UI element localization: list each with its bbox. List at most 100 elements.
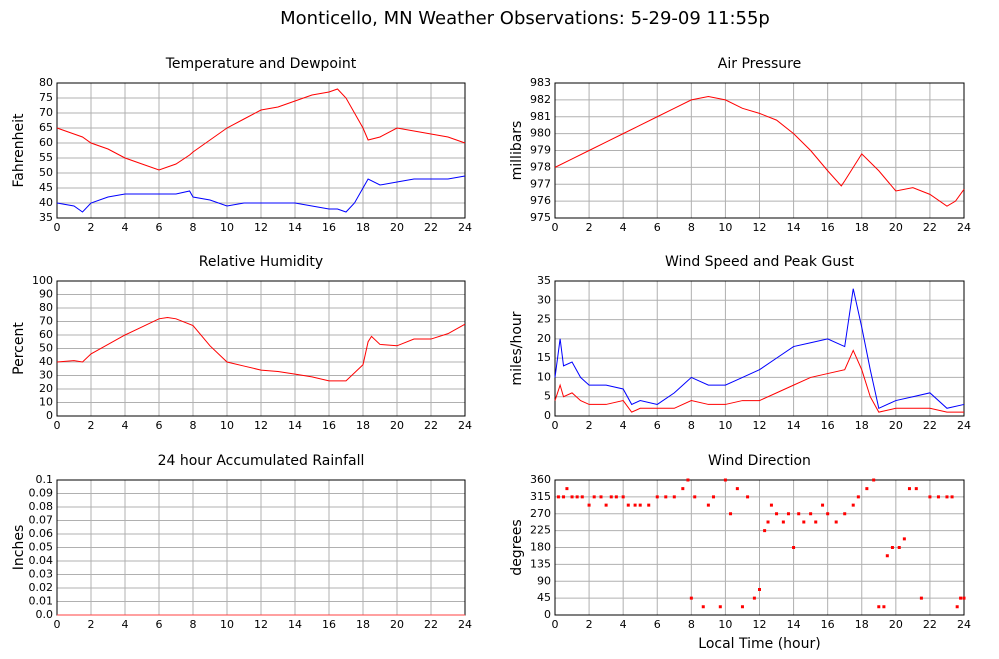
x-tick-label: 20 [390, 618, 404, 631]
point [786, 512, 790, 516]
y-tick-label: 979 [530, 144, 551, 157]
y-tick-label: 0.09 [29, 487, 54, 500]
y-axis-label: degrees [509, 519, 525, 575]
point [826, 512, 830, 516]
point [735, 487, 739, 491]
x-tick-label: 16 [821, 618, 835, 631]
x-tick-label: 12 [753, 618, 767, 631]
y-tick-label: 80 [39, 301, 53, 314]
y-tick-label: 0 [46, 409, 53, 422]
point [723, 478, 727, 482]
x-tick-label: 20 [390, 221, 404, 234]
x-tick-label: 24 [957, 221, 971, 234]
x-tick-label: 2 [586, 419, 593, 432]
y-tick-label: 975 [530, 211, 551, 224]
y-tick-label: 20 [39, 382, 53, 395]
x-tick-label: 6 [654, 618, 661, 631]
x-tick-label: 10 [220, 419, 234, 432]
x-tick-label: 20 [889, 221, 903, 234]
y-tick-label: 10 [537, 370, 551, 383]
x-tick-label: 18 [356, 618, 370, 631]
x-tick-label: 10 [718, 618, 732, 631]
y-tick-label: 982 [530, 93, 551, 106]
y-tick-label: 0.06 [29, 527, 54, 540]
y-axis-label: Inches [11, 525, 27, 570]
point [681, 487, 685, 491]
x-tick-label: 14 [288, 221, 302, 234]
y-tick-label: 55 [39, 151, 53, 164]
plot-frame [554, 82, 965, 219]
point [814, 520, 818, 524]
x-tick-label: 22 [923, 221, 937, 234]
chart-title: Air Pressure [718, 56, 801, 72]
y-tick-label: 40 [39, 196, 53, 209]
x-tick-label: 14 [787, 618, 801, 631]
y-tick-label: 75 [39, 91, 53, 104]
point [587, 503, 591, 507]
x-tick-label: 12 [254, 618, 268, 631]
x-tick-label: 4 [620, 618, 627, 631]
point [962, 596, 966, 600]
y-tick-label: 45 [537, 591, 551, 604]
point [711, 495, 715, 499]
x-tick-label: 16 [821, 221, 835, 234]
x-tick-label: 4 [122, 221, 129, 234]
point [856, 495, 860, 499]
point [914, 487, 918, 491]
point [718, 605, 722, 609]
x-tick-label: 6 [654, 419, 661, 432]
point [570, 495, 574, 499]
x-tick-label: 22 [923, 419, 937, 432]
point [638, 503, 642, 507]
x-tick-label: 18 [356, 221, 370, 234]
point [758, 588, 761, 591]
point [919, 596, 923, 600]
x-tick-label: 2 [586, 618, 593, 631]
x-tick-label: 22 [424, 221, 438, 234]
point [769, 503, 773, 507]
y-tick-label: 0.05 [29, 541, 54, 554]
point [599, 495, 603, 499]
x-tick-label: 16 [322, 419, 336, 432]
y-axis-label: Percent [11, 322, 27, 375]
point [955, 605, 959, 609]
y-tick-label: 35 [537, 274, 551, 287]
x-tick-label: 20 [889, 419, 903, 432]
point [752, 596, 756, 600]
x-tick-label: 8 [688, 221, 695, 234]
point [897, 546, 901, 549]
page-title: Monticello, MN Weather Observations: 5-2… [280, 8, 770, 29]
point [763, 529, 767, 533]
point [775, 512, 779, 516]
x-tick-label: 0 [552, 419, 559, 432]
point [647, 503, 651, 507]
point [686, 478, 690, 482]
point [689, 596, 693, 600]
y-tick-label: 0.1 [36, 473, 54, 486]
y-tick-label: 60 [39, 328, 53, 341]
y-tick-label: 976 [530, 194, 551, 207]
y-tick-label: 100 [32, 274, 53, 287]
chart-title: Wind Direction [708, 453, 811, 469]
y-tick-label: 10 [39, 396, 53, 409]
y-tick-label: 30 [537, 293, 551, 306]
x-tick-label: 22 [424, 419, 438, 432]
point [885, 554, 889, 558]
x-tick-label: 6 [156, 221, 163, 234]
x-tick-label: 2 [586, 221, 593, 234]
y-tick-label: 90 [39, 288, 53, 301]
point [575, 495, 579, 499]
y-tick-label: 30 [39, 369, 53, 382]
point [834, 520, 838, 524]
x-tick-label: 0 [54, 221, 61, 234]
point [655, 495, 659, 499]
x-tick-label: 0 [552, 618, 559, 631]
x-tick-label: 18 [855, 419, 869, 432]
y-tick-label: 60 [39, 136, 53, 149]
x-tick-label: 8 [688, 419, 695, 432]
x-tick-label: 12 [753, 221, 767, 234]
x-tick-label: 20 [390, 419, 404, 432]
x-tick-label: 2 [88, 419, 95, 432]
x-tick-label: 18 [855, 221, 869, 234]
point [865, 487, 869, 491]
